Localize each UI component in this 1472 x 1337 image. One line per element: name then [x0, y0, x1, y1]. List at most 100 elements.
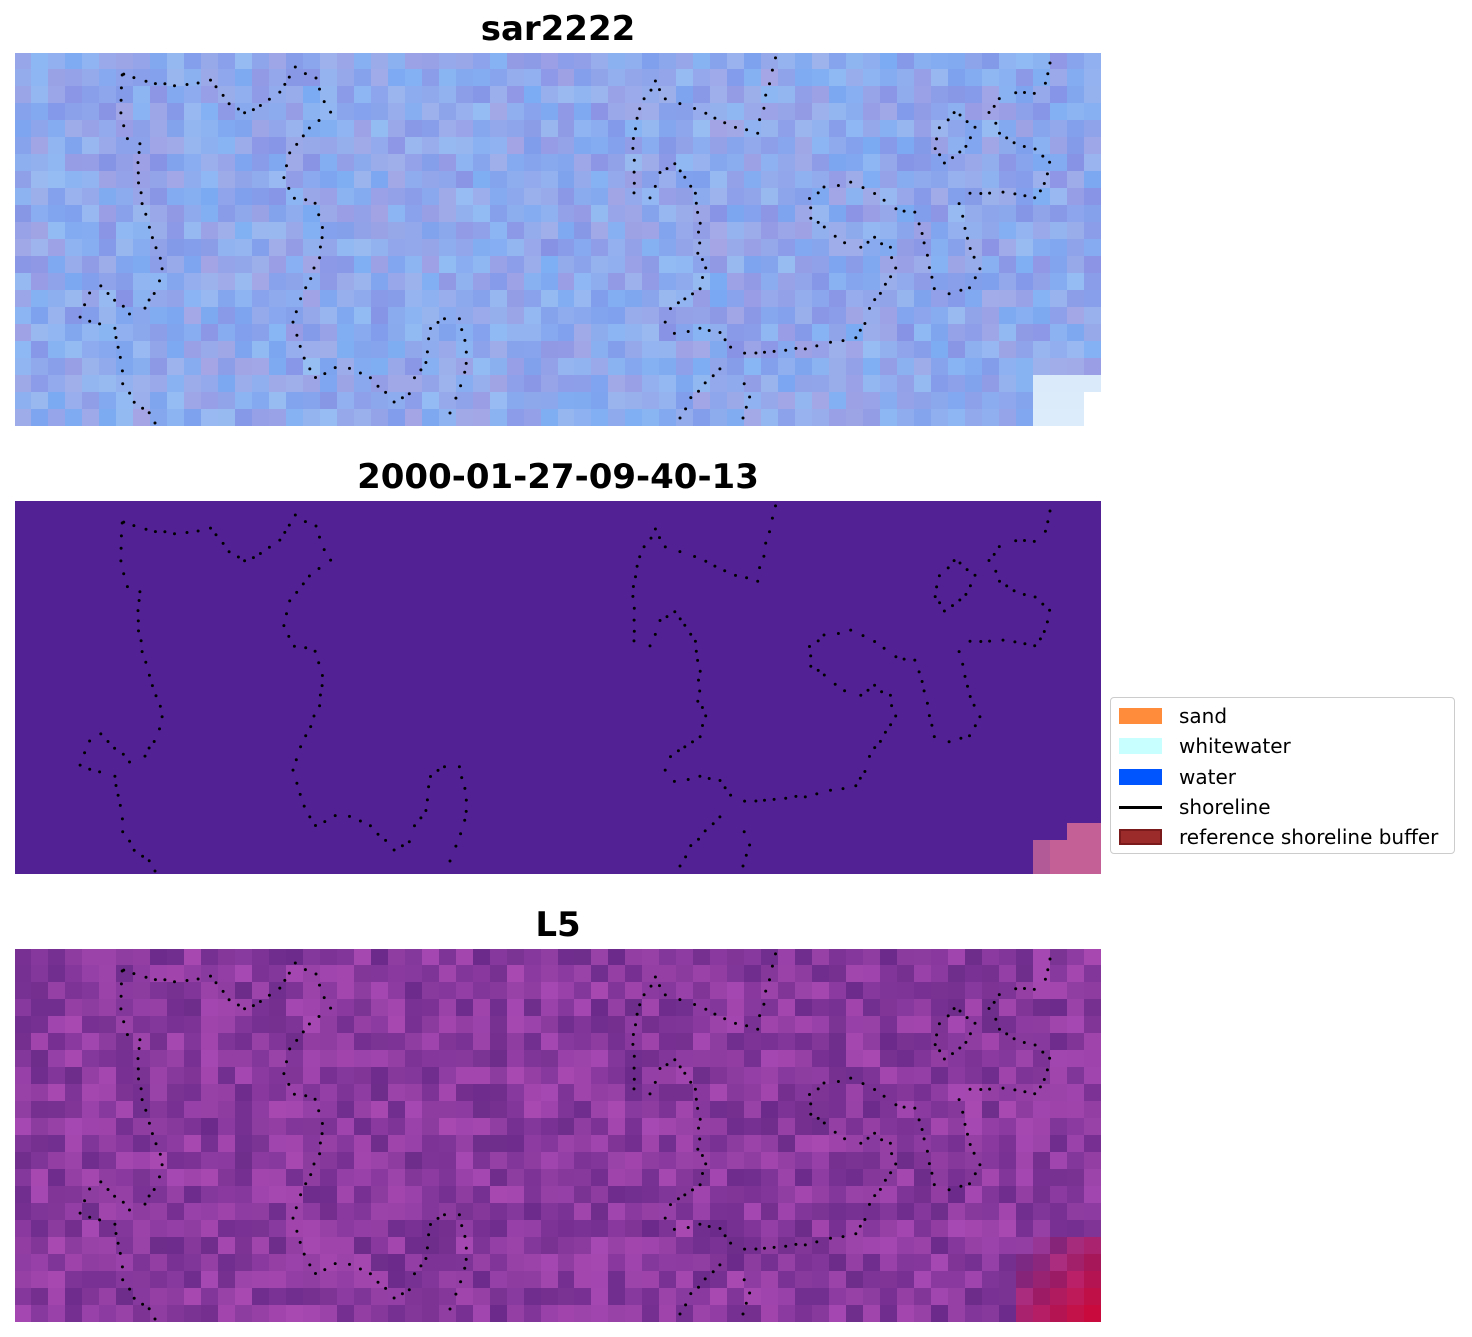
shoreline-point — [143, 1202, 147, 1206]
shoreline-point — [770, 68, 774, 72]
shoreline-point — [278, 986, 282, 990]
shoreline-point — [314, 824, 317, 827]
shoreline-point — [927, 714, 931, 718]
shoreline-point — [106, 740, 110, 743]
shoreline-point — [323, 820, 327, 824]
shoreline-point — [649, 984, 653, 988]
shoreline-point — [925, 701, 929, 705]
shoreline-point — [635, 1012, 639, 1016]
shoreline-point — [968, 695, 972, 698]
shoreline-point — [317, 119, 321, 122]
shoreline-point — [966, 684, 969, 688]
shoreline-point — [227, 102, 231, 106]
shoreline-point — [873, 746, 877, 750]
shoreline-point — [287, 634, 291, 638]
shoreline-point — [822, 633, 826, 637]
shoreline-point — [632, 170, 636, 174]
shoreline-point — [1043, 977, 1047, 981]
shoreline-point — [689, 844, 693, 848]
shoreline-point — [992, 552, 996, 556]
shoreline-point — [968, 1182, 971, 1186]
shoreline-point — [119, 994, 123, 998]
shoreline-point — [873, 1194, 877, 1198]
shoreline-point — [930, 1171, 934, 1175]
shoreline-point — [669, 1203, 672, 1207]
shoreline-point — [768, 978, 771, 982]
shoreline-point — [734, 573, 737, 577]
shoreline-point — [283, 978, 287, 982]
shoreline-point — [304, 1182, 308, 1186]
shoreline-point — [762, 554, 766, 558]
shoreline-point — [307, 126, 311, 130]
shoreline-point — [358, 1267, 362, 1271]
shoreline-point — [147, 1307, 151, 1311]
shoreline-point — [136, 609, 140, 613]
shoreline-point — [443, 317, 446, 321]
shoreline-point — [704, 559, 708, 563]
shoreline-point — [358, 371, 362, 375]
shoreline-point — [427, 785, 431, 789]
shoreline-point — [376, 832, 380, 836]
shoreline-point — [663, 768, 667, 772]
shoreline-point — [758, 1014, 762, 1018]
shoreline-point — [424, 809, 428, 812]
shoreline-point — [880, 242, 884, 246]
shoreline-point — [942, 1057, 946, 1061]
shoreline-point — [333, 1262, 337, 1266]
shoreline-point — [312, 714, 316, 718]
shoreline-point — [209, 974, 212, 978]
shoreline-point — [298, 792, 302, 796]
shoreline-point — [676, 1197, 680, 1201]
shoreline-point — [707, 1225, 711, 1228]
whitewater-swatch — [1119, 738, 1162, 754]
shoreline-point — [429, 775, 432, 778]
shoreline-point — [99, 732, 103, 736]
shoreline-point — [952, 559, 956, 563]
shoreline-point — [684, 1303, 688, 1307]
shoreline-point — [152, 292, 156, 295]
shoreline-point — [723, 1234, 727, 1238]
shoreline-point — [772, 1245, 776, 1249]
shoreline-point — [425, 1246, 429, 1250]
shoreline-point — [1014, 987, 1018, 991]
shoreline-point — [121, 1200, 125, 1204]
shoreline-point — [312, 266, 316, 270]
shoreline-point — [952, 1007, 956, 1011]
shoreline-point — [348, 1262, 351, 1266]
shoreline-point — [653, 1080, 657, 1084]
legend-label-whitewater: whitewater — [1179, 734, 1291, 758]
shoreline-point — [132, 1296, 136, 1300]
shoreline-point — [293, 961, 297, 965]
shoreline-point — [959, 736, 963, 740]
shoreline-point — [1041, 602, 1045, 606]
shoreline-point — [302, 1252, 306, 1256]
shoreline-point — [463, 338, 467, 342]
shoreline-point — [285, 164, 288, 168]
shoreline-point — [258, 1000, 262, 1003]
shoreline-point — [772, 349, 776, 353]
shoreline-point — [376, 384, 380, 388]
shoreline-point — [464, 1257, 468, 1261]
shoreline-point — [689, 184, 693, 188]
shoreline-point — [83, 303, 87, 307]
shoreline-point — [136, 1067, 140, 1071]
shoreline-point — [658, 984, 661, 988]
shoreline-point — [128, 391, 132, 395]
shoreline-point — [158, 256, 162, 260]
shoreline-point — [147, 1121, 151, 1125]
shoreline-point — [684, 855, 688, 859]
shoreline-point — [114, 1232, 118, 1235]
shoreline-point — [118, 803, 122, 807]
shoreline-point — [653, 79, 657, 83]
shoreline-point — [691, 292, 694, 296]
shoreline-point — [917, 670, 921, 674]
shoreline-point — [696, 1147, 700, 1151]
shoreline-point — [816, 191, 820, 195]
shoreline-point — [1038, 1085, 1042, 1089]
shoreline-point — [413, 1272, 416, 1276]
shoreline-point — [119, 111, 123, 115]
shoreline-point — [658, 619, 662, 622]
shoreline-point — [920, 1128, 924, 1131]
shoreline-point — [317, 1109, 321, 1113]
shoreline-point — [1005, 584, 1009, 588]
